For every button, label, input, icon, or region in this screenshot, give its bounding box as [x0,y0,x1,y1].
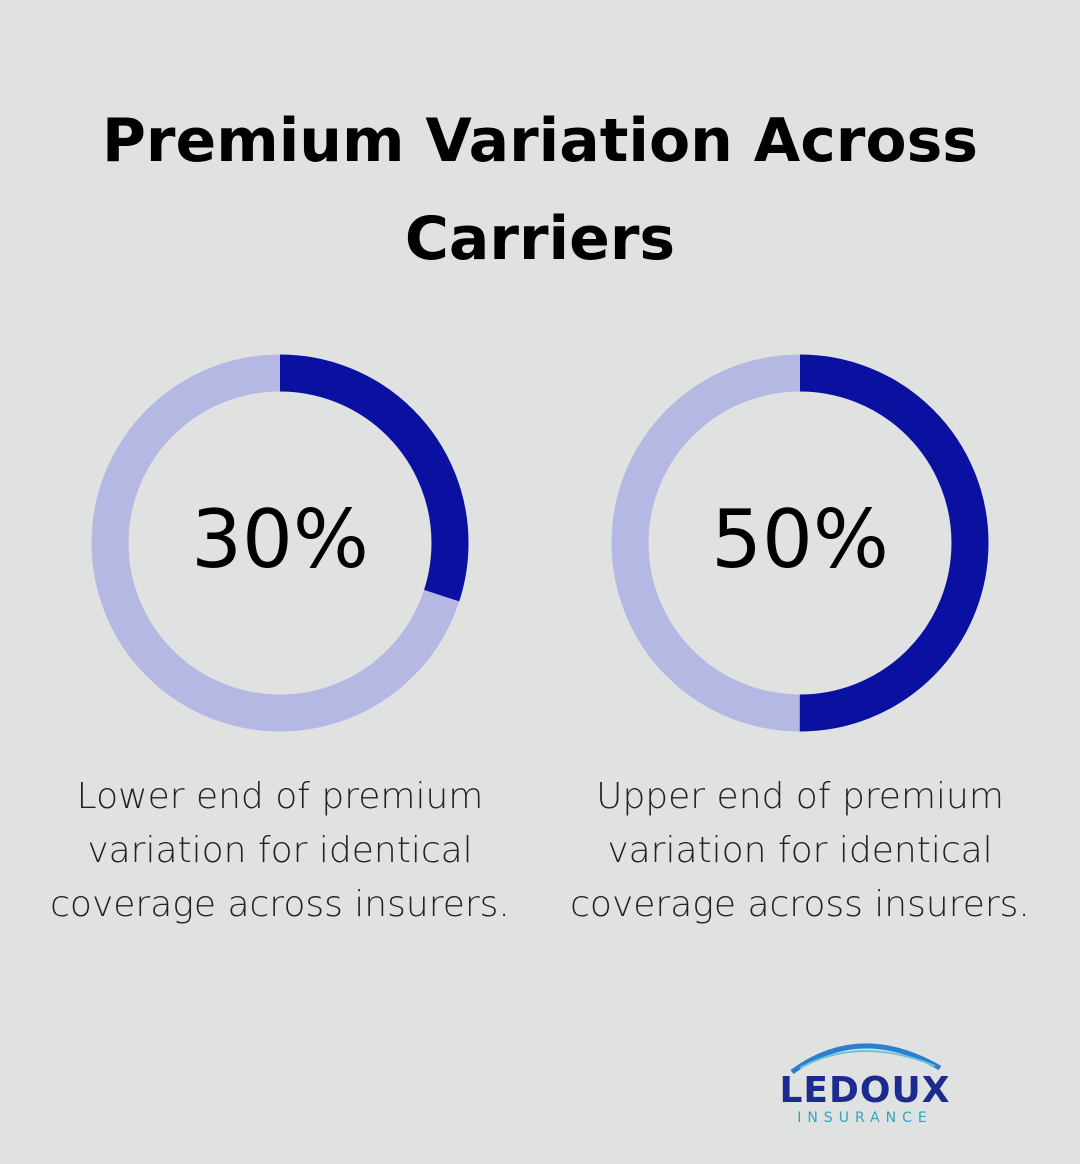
logo-swoosh [790,1043,942,1075]
logo: LEDOUX INSURANCE [779,1043,950,1126]
logo-tagline: INSURANCE [797,1110,933,1126]
caption: Upper end of premium variation for ident… [570,776,1030,925]
logo-name: LEDOUX [779,1070,950,1111]
caption: Lower end of premium variation for ident… [50,776,510,925]
value-label: 30% [191,493,369,586]
logo-swoosh [799,1050,936,1069]
donut-arc [611,354,989,732]
donut-arc [91,354,469,732]
value-label: 50% [711,493,889,586]
title: Premium Variation Across Carriers [101,106,979,274]
